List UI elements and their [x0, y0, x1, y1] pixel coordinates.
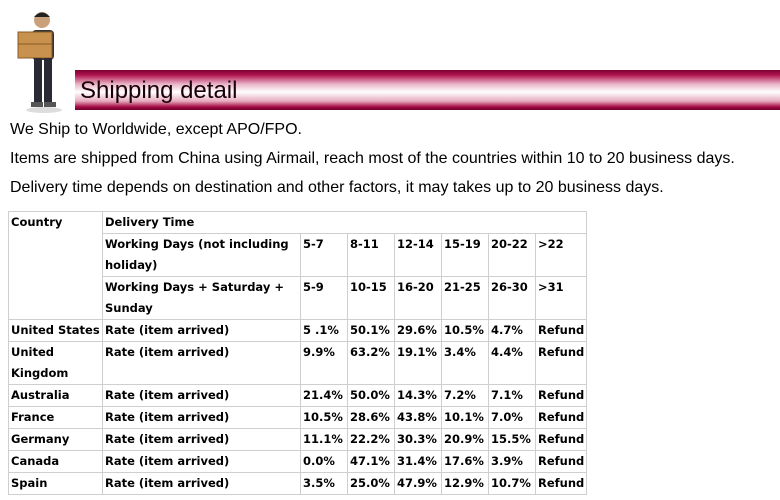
rate-value: Refund — [534, 384, 588, 407]
rate-label: Rate (item arrived) — [102, 428, 301, 451]
rate-value: 5 .1% — [300, 319, 348, 342]
title-banner: Shipping detail — [75, 70, 780, 110]
country: United States — [8, 319, 103, 342]
day-range: 5-9 — [300, 276, 348, 320]
rate-value: Refund — [534, 319, 588, 342]
rate-value: 12.9% — [441, 472, 489, 495]
day-range: 26-30 — [488, 276, 536, 320]
country: United Kingdom — [8, 341, 103, 385]
rate-value: 22.2% — [347, 428, 395, 451]
table-row: United States Rate (item arrived) 5 .1% 50.… — [8, 319, 588, 342]
rate-label: Rate (item arrived) — [102, 319, 301, 342]
paragraph: We Ship to Worldwide, except APO/FPO. — [10, 121, 302, 138]
day-label: Working Days (not including holiday) — [102, 233, 301, 277]
rate-value: 31.4% — [394, 450, 442, 473]
rate-label: Rate (item arrived) — [102, 384, 301, 407]
day-range: 20-22 — [488, 233, 536, 277]
rate-value: 4.7% — [488, 319, 536, 342]
table-row: France Rate (item arrived) 10.5% 28.6% 43.8%… — [8, 406, 588, 429]
country: Spain — [8, 472, 103, 495]
rate-label: Rate (item arrived) — [102, 450, 301, 473]
rate-value: 7.0% — [488, 406, 536, 429]
rate-value: Refund — [534, 406, 588, 429]
table-row: Spain Rate (item arrived) 3.5% 25.0% 47.9% 12… — [8, 472, 588, 495]
header-cell: Country — [8, 211, 103, 320]
rate-value: 63.2% — [347, 341, 395, 385]
rate-label: Rate (item arrived) — [102, 472, 301, 495]
country: France — [8, 406, 103, 429]
paragraph: Items are shipped from China using Airma… — [10, 150, 735, 167]
table-row: Canada Rate (item arrived) 0.0% 47.1% 31.4% 1… — [8, 450, 588, 473]
rate-value: 10.1% — [441, 406, 489, 429]
rate-value: 15.5% — [488, 428, 536, 451]
day-range: 16-20 — [394, 276, 442, 320]
header-cell: Delivery Time — [101, 211, 588, 234]
day-range: 8-11 — [347, 233, 395, 277]
day-range: 15-19 — [441, 233, 489, 277]
rate-value: 3.9% — [488, 450, 536, 473]
rate-value: 10.5% — [300, 406, 348, 429]
day-label: Working Days + Saturday + Sunday — [102, 276, 301, 320]
rate-value: 17.6% — [441, 450, 489, 473]
rate-value: 11.1% — [300, 428, 348, 451]
rate-label: Rate (item arrived) — [102, 406, 301, 429]
day-range: 12-14 — [394, 233, 442, 277]
shipper-icon — [17, 12, 62, 113]
rate-value: Refund — [534, 428, 588, 451]
rate-value: 47.1% — [347, 450, 395, 473]
rate-value: 29.6% — [394, 319, 442, 342]
rate-value: 3.5% — [300, 472, 348, 495]
rate-value: 20.9% — [441, 428, 489, 451]
rate-value: 19.1% — [394, 341, 442, 385]
country: Australia — [8, 384, 103, 407]
day-range: >22 — [534, 233, 588, 277]
rate-value: 7.2% — [441, 384, 489, 407]
rate-value: 4.4% — [488, 341, 536, 385]
rate-value: 28.6% — [347, 406, 395, 429]
day-range: 10-15 — [347, 276, 395, 320]
rate-value: 0.0% — [300, 450, 348, 473]
country: Canada — [8, 450, 103, 473]
rate-value: 10.7% — [488, 472, 536, 495]
day-range: 21-25 — [441, 276, 489, 320]
rate-value: 7.1% — [488, 384, 536, 407]
table-row: Country Delivery Time — [8, 211, 588, 320]
rate-value: 30.3% — [394, 428, 442, 451]
rate-value: 10.5% — [441, 319, 489, 342]
rate-label: Rate (item arrived) — [102, 341, 301, 385]
rate-value: Refund — [534, 341, 588, 385]
paragraph: Delivery time depends on destination and… — [10, 179, 664, 196]
rate-value: 25.0% — [347, 472, 395, 495]
country: Germany — [8, 428, 103, 451]
rate-value: 43.8% — [394, 406, 442, 429]
rate-value: 50.1% — [347, 319, 395, 342]
title: Shipping detail — [80, 77, 238, 104]
day-range: >31 — [534, 276, 588, 320]
rate-value: 3.4% — [441, 341, 489, 385]
table-row: Germany Rate (item arrived) 11.1% 22.2% 30.3… — [8, 428, 588, 451]
rate-value: 47.9% — [394, 472, 442, 495]
table-row: Australia Rate (item arrived) 21.4% 50.0% 14… — [8, 384, 588, 407]
day-range: 5-7 — [300, 233, 348, 277]
rate-value: 14.3% — [394, 384, 442, 407]
rate-value: Refund — [534, 472, 588, 495]
rate-value: 21.4% — [300, 384, 348, 407]
table-row: United Kingdom Rate (item arrived) 9.9% 63.… — [8, 341, 588, 385]
rate-value: 50.0% — [347, 384, 395, 407]
shipping-table: Country Delivery Time Working Days (not in… — [8, 211, 588, 495]
rate-value: 9.9% — [300, 341, 348, 385]
rate-value: Refund — [534, 450, 588, 473]
